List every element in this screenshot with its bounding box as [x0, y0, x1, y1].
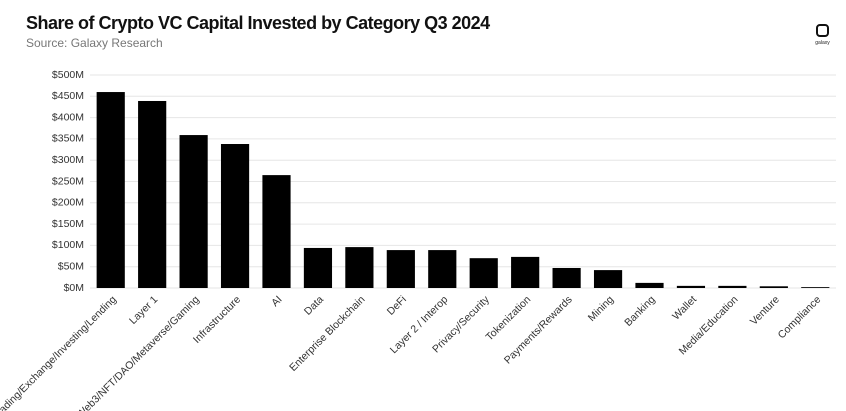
bar [718, 285, 747, 288]
y-tick-label: $150M [52, 218, 84, 230]
x-tick-label: Mining [586, 293, 616, 323]
x-tick-label: Banking [622, 293, 657, 328]
x-tick-label: Compliance [776, 293, 824, 341]
bar [386, 250, 415, 288]
bar [220, 144, 250, 288]
bar [138, 100, 167, 289]
x-tick-label: Venture [748, 293, 782, 327]
y-tick-label: $0M [64, 282, 84, 294]
y-tick-label: $100M [52, 239, 84, 251]
logo-icon [816, 24, 829, 37]
x-tick-label: DeFi [385, 294, 409, 318]
y-tick-label: $450M [52, 90, 84, 102]
x-tick-label: AI [269, 294, 285, 310]
bar [552, 267, 581, 288]
y-tick-label: $400M [52, 111, 84, 123]
y-tick-label: $50M [58, 260, 84, 272]
chart-subtitle: Source: Galaxy Research [26, 36, 163, 50]
y-tick-label: $250M [52, 175, 84, 187]
x-tick-label: Layer 1 [127, 293, 160, 326]
y-tick-label: $300M [52, 154, 84, 166]
y-tick-label: $350M [52, 133, 84, 145]
y-tick-label: $500M [52, 69, 84, 81]
y-tick-label: $200M [52, 197, 84, 209]
x-tick-label: Enterprise Blockchain [287, 293, 367, 373]
bar [96, 92, 125, 288]
chart-title: Share of Crypto VC Capital Invested by C… [26, 13, 490, 33]
bar [593, 270, 623, 288]
bar [511, 256, 540, 288]
logo: galaxy [815, 24, 830, 46]
logo-text: galaxy [815, 40, 830, 46]
bar [676, 285, 706, 288]
bar [635, 282, 664, 288]
bar [469, 258, 498, 288]
x-tick-label: Data [302, 293, 326, 317]
bar [303, 247, 333, 288]
bar [801, 287, 830, 288]
bar [428, 250, 457, 288]
x-tick-label: Wallet [670, 294, 699, 323]
bar [759, 286, 788, 288]
bar [262, 175, 291, 288]
bar [179, 135, 208, 288]
bar [345, 247, 374, 288]
